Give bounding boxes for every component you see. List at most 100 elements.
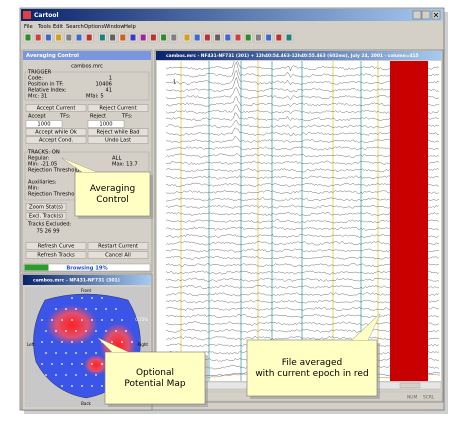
menu-item[interactable]: Window [104,24,125,30]
tf-input[interactable] [87,120,125,128]
track-label: 1 [173,80,176,86]
callout-text: Control [96,195,129,205]
callout-text: Optional [136,368,174,378]
panel-button[interactable] [25,212,67,220]
group-box [24,71,150,101]
progress-bar [23,263,151,272]
panel-text: Min: [28,186,39,192]
menu-item[interactable]: File [24,24,33,30]
button-label: Refresh Tracks [37,253,75,259]
electrode-dot [125,330,127,332]
electrode-dot [95,330,97,332]
electrode-dot [91,297,93,299]
callout-pointer-join [98,338,128,352]
menu-item[interactable]: Options [84,24,104,30]
menu-item[interactable]: Search [66,24,84,30]
electrode-dot [55,374,57,376]
panel-button[interactable] [25,203,67,211]
electrode-dot [71,363,73,365]
panel-button[interactable] [87,242,149,250]
panel-button[interactable] [25,104,87,112]
group-heading: TRACKS: ON [27,150,60,156]
electrode-dot [85,330,87,332]
panel-text: Position in TF: [28,82,64,88]
electrode-dot [91,363,93,365]
panel-text: Code: [28,76,43,82]
electrode-dot [91,319,93,321]
map-right-label: Right [137,342,148,347]
electrode-dot [71,319,73,321]
averaging-panel [21,49,153,273]
electrode-dot [101,385,103,387]
panel-button[interactable] [87,104,149,112]
eeg-traces [165,61,441,381]
map-left-label: Left [27,342,35,347]
electrode-dot [41,363,43,365]
panel-text: Min: -21.05 [28,162,57,168]
panel-button[interactable] [87,128,149,136]
toolbar-icon [99,34,105,41]
tf-input-value: 1000 [99,122,112,128]
menu-item[interactable]: Help [124,24,137,30]
electrode-dot [51,341,53,343]
electrode-dot [45,330,47,332]
toolbar-icon [140,34,146,41]
panel-text: TFs: [121,114,133,120]
toolbar-icon [56,34,62,41]
group-heading: TRIGGER [27,70,52,76]
button-label: Refresh Curve [38,244,75,250]
callout-pointer-join [352,314,380,340]
electrode-dot [75,330,77,332]
panel-button[interactable] [25,128,87,136]
toolbar-icon [245,34,251,41]
electrode-dot [95,308,97,310]
menu-item[interactable]: Tools [37,24,51,30]
callout-pointer-join [62,158,96,172]
map-back-label: Back [81,401,91,406]
electrode-dot [121,319,123,321]
toolbar [23,32,294,43]
maximize-button[interactable] [421,10,431,20]
electrode-dot [55,330,57,332]
callout-box [104,351,206,405]
panel-button[interactable] [25,242,87,250]
panel-button[interactable] [87,251,149,259]
app-icon [23,11,31,19]
toolbar-icon [194,34,200,41]
window-buttons [412,10,441,20]
electrode-dot [81,297,83,299]
tf-input-value: 1000 [37,122,50,128]
button-label: Restart Current [98,244,138,250]
electrode-dot [55,308,57,310]
scroll-thumb[interactable] [399,382,421,389]
minimize-button[interactable] [412,10,422,20]
menu-item[interactable]: Edit [53,24,63,30]
electrode-dot [85,308,87,310]
electrode-dot [65,374,67,376]
electrode-dot [121,341,123,343]
panel-text: ALL [112,156,121,162]
electrode-dot [61,363,63,365]
electrode-dot [41,341,43,343]
panel-text: Reject [90,114,106,120]
button-label: Accept while Ok [35,130,77,136]
eeg-title: cambos.mrc - NF431-NF731 (301) + 12h40:5… [166,53,419,59]
electrode-dot [81,385,83,387]
toolbar-icon [110,34,116,41]
electrode-dot [65,352,67,354]
button-label: Reject Current [99,106,136,112]
status-num: NUM [407,395,417,401]
electrode-dot [61,385,63,387]
panel-button[interactable] [87,136,149,144]
tf-input[interactable] [25,120,63,128]
panel-text: Rejection Threshold: [28,192,81,198]
panel-title-bar [23,51,151,60]
panel-button[interactable] [25,251,87,259]
toolbar-icon [130,34,136,41]
electrode-dot [85,352,87,354]
electrode-dot [65,308,67,310]
electrode-dot [45,374,47,376]
progress-fill [24,264,49,271]
panel-button[interactable] [25,136,87,144]
